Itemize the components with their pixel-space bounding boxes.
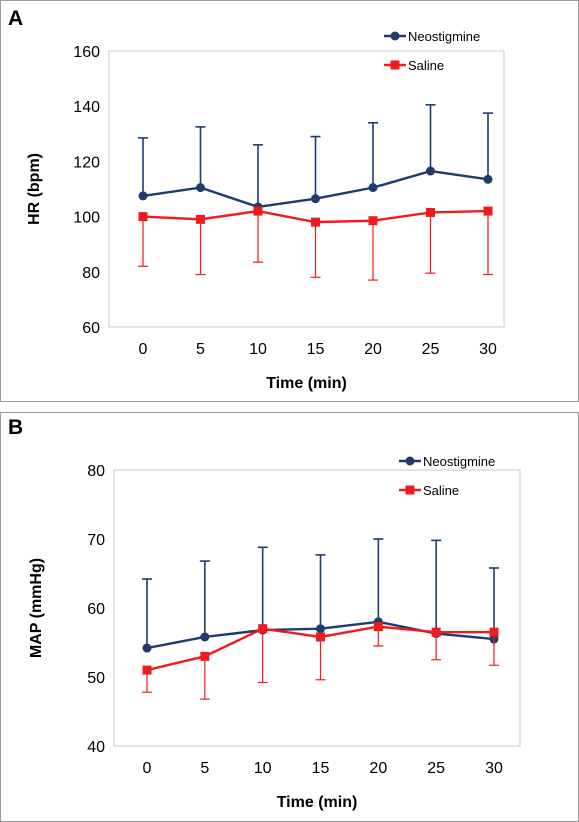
legend-marker — [405, 485, 415, 495]
legend-label: Neostigmine — [423, 454, 495, 469]
data-point-saline — [368, 216, 378, 226]
panel-label: B — [8, 416, 24, 439]
y-tick-label: 70 — [87, 532, 105, 549]
data-point-neostigmine — [142, 643, 152, 653]
x-tick-label: 10 — [249, 341, 267, 358]
data-point-saline — [483, 206, 493, 216]
x-tick-label: 0 — [143, 760, 152, 777]
data-point-saline — [311, 217, 320, 227]
map-chart: 40 50 60 70 80 0 5 10 15 20 25 30 Time (min) MAP (mmH… — [28, 454, 521, 811]
data-point-neostigmine — [316, 624, 325, 634]
x-tick-label: 15 — [307, 341, 325, 358]
data-point-neostigmine — [426, 166, 435, 176]
panel-label: A — [8, 7, 24, 30]
x-tick-label: 20 — [369, 760, 387, 777]
y-tick-label: 80 — [87, 463, 105, 480]
legend-marker — [405, 456, 415, 466]
x-axis-title: Time (min) — [266, 375, 347, 392]
y-tick-label: 60 — [87, 601, 105, 618]
data-point-neostigmine — [368, 183, 378, 193]
x-tick-label: 25 — [422, 341, 440, 358]
data-point-saline — [426, 207, 435, 217]
plot-area — [113, 469, 521, 747]
data-point-saline — [138, 212, 148, 222]
y-tick-label: 100 — [73, 210, 100, 227]
hr-chart: 60 80 100 120 140 160 0 5 10 15 20 25 30 Time (min) HR… — [26, 29, 505, 392]
y-tick-label: 60 — [82, 320, 100, 337]
x-tick-label: 25 — [427, 760, 445, 777]
x-tick-label: 30 — [479, 341, 497, 358]
y-tick-label: 80 — [82, 265, 100, 282]
data-point-neostigmine — [196, 183, 205, 193]
plot-area — [108, 50, 505, 328]
x-tick-label: 20 — [364, 341, 382, 358]
data-point-neostigmine — [138, 191, 148, 201]
data-point-neostigmine — [311, 194, 320, 204]
x-tick-label: 0 — [139, 341, 148, 358]
data-point-saline — [200, 651, 210, 661]
legend-marker — [390, 31, 400, 41]
legend-label: Saline — [423, 483, 459, 498]
data-point-saline — [142, 665, 152, 675]
panel-b: B 40 50 60 70 80 0 5 10 15 20 25 30 Time (min) MAP (m… — [0, 412, 579, 822]
legend-marker — [390, 60, 400, 70]
data-point-neostigmine — [200, 632, 210, 642]
y-axis-title: HR (bpm) — [26, 153, 43, 225]
legend-label: Saline — [408, 58, 444, 73]
y-tick-label: 120 — [73, 154, 100, 171]
y-axis-title: MAP (mmHg) — [28, 558, 45, 658]
x-tick-label: 5 — [200, 760, 209, 777]
panel-a: A 60 80 100 120 140 160 0 5 10 15 20 25 30 Time (min)… — [0, 0, 579, 402]
y-tick-label: 50 — [87, 670, 105, 687]
data-point-saline — [253, 206, 263, 216]
data-point-saline — [258, 624, 268, 634]
data-point-saline — [489, 627, 499, 637]
y-tick-label: 40 — [87, 739, 105, 756]
data-point-neostigmine — [483, 174, 493, 184]
data-point-saline — [196, 214, 205, 224]
data-point-saline — [431, 627, 441, 637]
x-tick-label: 30 — [485, 760, 503, 777]
x-tick-label: 5 — [196, 341, 205, 358]
x-tick-label: 10 — [254, 760, 272, 777]
y-tick-label: 140 — [73, 99, 100, 116]
y-tick-label: 160 — [73, 44, 100, 61]
data-point-saline — [373, 622, 383, 632]
legend-label: Neostigmine — [408, 29, 480, 44]
data-point-saline — [316, 632, 325, 642]
x-tick-label: 15 — [312, 760, 330, 777]
x-axis-title: Time (min) — [277, 794, 358, 811]
